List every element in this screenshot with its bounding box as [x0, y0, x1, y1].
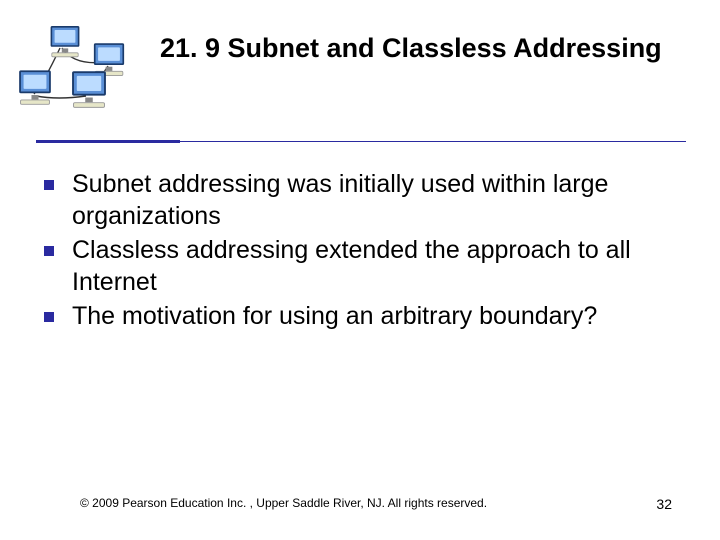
monitor-icon — [69, 71, 108, 109]
copyright-text: © 2009 Pearson Education Inc. , Upper Sa… — [80, 496, 487, 512]
monitor-icon — [48, 26, 82, 58]
slide: 21. 9 Subnet and Classless Addressing Su… — [0, 0, 720, 540]
title-block: 21. 9 Subnet and Classless Addressing — [160, 32, 680, 66]
square-bullet-icon — [44, 312, 54, 322]
page-number: 32 — [656, 496, 672, 512]
square-bullet-icon — [44, 246, 54, 256]
bullet-text: The motivation for using an arbitrary bo… — [72, 300, 597, 332]
bullet-text: Subnet addressing was initially used wit… — [72, 168, 674, 232]
bullet-list: Subnet addressing was initially used wit… — [44, 168, 674, 334]
monitor-icon — [17, 70, 54, 105]
slide-title: 21. 9 Subnet and Classless Addressing — [160, 32, 680, 66]
title-underline — [36, 140, 686, 143]
list-item: Subnet addressing was initially used wit… — [44, 168, 674, 232]
list-item: Classless addressing extended the approa… — [44, 234, 674, 298]
list-item: The motivation for using an arbitrary bo… — [44, 300, 674, 332]
bullet-text: Classless addressing extended the approa… — [72, 234, 674, 298]
slide-footer: © 2009 Pearson Education Inc. , Upper Sa… — [0, 496, 720, 512]
underline-thin — [36, 141, 686, 142]
square-bullet-icon — [44, 180, 54, 190]
networked-computers-clipart — [14, 22, 144, 112]
